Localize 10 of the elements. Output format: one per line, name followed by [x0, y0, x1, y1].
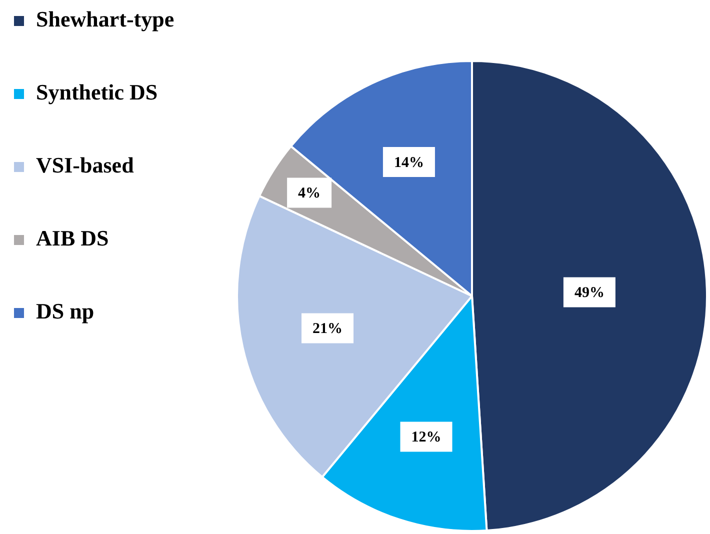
legend-label: VSI-based — [36, 152, 134, 178]
legend-label: Shewhart-type — [36, 6, 174, 32]
data-label: 12% — [411, 430, 442, 446]
data-label: 4% — [298, 186, 321, 202]
legend-label: AIB DS — [36, 226, 109, 251]
legend-label: Synthetic DS — [36, 80, 158, 105]
data-label: 14% — [394, 154, 424, 171]
data-label: 21% — [312, 321, 343, 338]
data-label: 49% — [574, 285, 604, 302]
legend-label: DS np — [36, 298, 94, 324]
